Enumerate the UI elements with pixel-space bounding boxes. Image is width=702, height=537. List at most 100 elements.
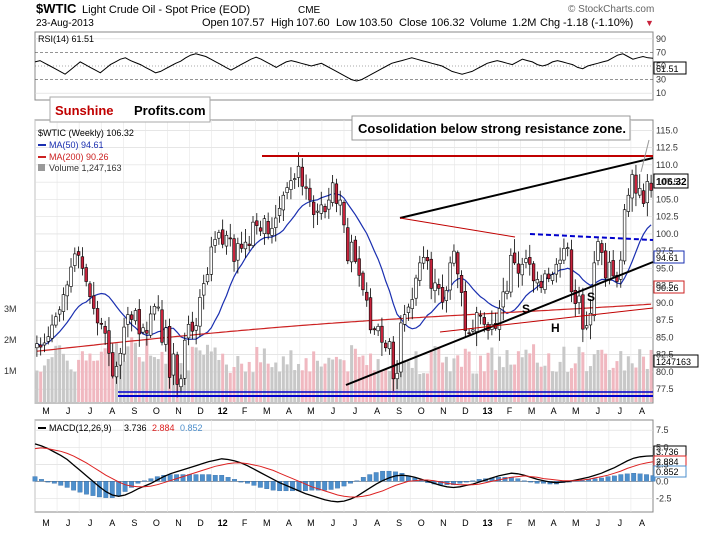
volume-bar-68 (293, 370, 297, 402)
volume-bar-104 (429, 351, 433, 402)
candle-body-113 (463, 291, 467, 331)
candle-body-24 (126, 314, 130, 325)
volume-legend-swatch (38, 164, 45, 171)
month-label-bottom-12: M (307, 518, 315, 528)
month-label-mid-1: J (66, 406, 71, 416)
branding-box (49, 96, 211, 123)
volume-bar-66 (285, 364, 289, 402)
month-label-mid-14: J (353, 406, 358, 416)
chg-value: -1.18 (-1.10%) (563, 17, 633, 29)
macd-hist-bar-60 (418, 480, 424, 482)
candle-body-88 (368, 297, 373, 331)
month-label-bottom-11: A (286, 518, 292, 528)
candle-body-148 (596, 241, 600, 261)
candle-body-86 (361, 272, 365, 291)
ma50-legend-label: MA(50) 94.61 (49, 140, 104, 150)
macd-hist-bar-78 (534, 481, 540, 484)
volume-bar-113 (463, 348, 467, 402)
hist-legend-value: 0.852 (180, 423, 203, 433)
candle-body-109 (448, 262, 452, 291)
macd-hist-bar-18 (148, 478, 154, 482)
candle-body-129 (524, 258, 528, 263)
volume-bar-155 (623, 370, 627, 402)
volume-bar-40 (187, 370, 191, 402)
volume-bar-46 (209, 351, 213, 402)
macd-hist-bar-57 (399, 473, 405, 482)
macd-hist-bar-55 (386, 470, 392, 482)
candle-body-36 (171, 353, 176, 376)
right-value-tags: 61.51 106.32 94.61 90.26 1247163 3.736 2… (653, 61, 699, 478)
volume-bar-28 (141, 361, 145, 402)
volume-bar-118 (482, 371, 486, 402)
volume-bar-110 (452, 358, 456, 402)
candle-body-107 (440, 287, 445, 303)
volume-bar-117 (478, 355, 483, 402)
volume-bar-52 (232, 367, 236, 402)
macd-hist-bar-35 (257, 481, 263, 488)
volume-bar-48 (217, 359, 221, 402)
volume-bar-59 (259, 362, 263, 402)
candle-body-146 (588, 312, 593, 326)
volume-bar-43 (198, 350, 202, 402)
candle-body-30 (148, 313, 153, 336)
candle-body-13 (84, 267, 88, 282)
price-tick-3: 107.5 (656, 177, 679, 187)
macd-hist-bar-65 (451, 481, 456, 485)
volume-bar-19 (107, 351, 111, 402)
candle-body-58 (255, 220, 259, 226)
macd-hist-bar-27 (206, 474, 212, 482)
volume-bar-97 (403, 360, 407, 402)
candle-body-70 (300, 166, 304, 187)
macd-hist-bar-75 (515, 478, 521, 482)
volume-bar-144 (581, 352, 585, 402)
volume-bar-128 (520, 357, 524, 402)
candle-body-85 (357, 258, 361, 276)
volume-bar-84 (353, 348, 357, 402)
volume-bar-142 (573, 363, 577, 402)
candle-body-96 (399, 322, 403, 373)
volume-legend-label: Volume 1,247,163 (49, 163, 122, 173)
month-label-bottom-1: J (66, 518, 71, 528)
price-tick-7: 97.5 (656, 246, 674, 256)
macd-hist-bar-4 (58, 481, 64, 486)
volume-bar-131 (532, 344, 536, 402)
volume-bar-69 (296, 363, 301, 402)
candle-body-74 (315, 210, 320, 213)
volume-bar-13 (84, 360, 88, 402)
candle-body-37 (175, 354, 179, 385)
volume-bar-77 (327, 357, 331, 402)
price-tick-12: 85.0 (656, 332, 674, 342)
branding-word2: Profits.com (134, 103, 206, 118)
close-value: 106.32 (431, 17, 465, 29)
signal-line (34, 447, 654, 498)
signal-legend-value: 2.884 (152, 423, 175, 433)
volume-bar-71 (304, 358, 308, 402)
volume-bar-105 (433, 346, 437, 402)
candle-body-18 (103, 326, 107, 334)
rsi-legend-label: RSI(14) 61.51 (38, 34, 94, 44)
macd-hist-bar-26 (199, 474, 205, 482)
macd-hist-bar-89 (605, 476, 611, 482)
candle-body-44 (202, 283, 206, 296)
candle-body-16 (95, 308, 100, 324)
macd-hist-bar-90 (611, 475, 617, 482)
volume-bar-159 (638, 349, 642, 402)
volume-bar-76 (323, 363, 327, 402)
macd-hist-bar-92 (624, 473, 630, 482)
candle-body-25 (130, 314, 134, 320)
month-label-bottom-16: S (396, 518, 402, 528)
macd-hist-bar-3 (51, 481, 57, 484)
candle-body-136 (550, 274, 555, 281)
volume-bar-93 (387, 370, 392, 402)
volume-bar-103 (425, 373, 429, 402)
high-label: High (271, 17, 294, 29)
candle-body-69 (296, 165, 301, 178)
close-label: Close (399, 17, 427, 29)
candle-body-134 (543, 273, 547, 290)
month-label-mid-13: J (331, 406, 336, 416)
candle-body-115 (471, 329, 475, 332)
symbol-name: Light Crude Oil - Spot Price (EOD) (82, 4, 250, 16)
macd-hist-bar-38 (277, 481, 283, 492)
volume-bar-90 (376, 359, 380, 402)
